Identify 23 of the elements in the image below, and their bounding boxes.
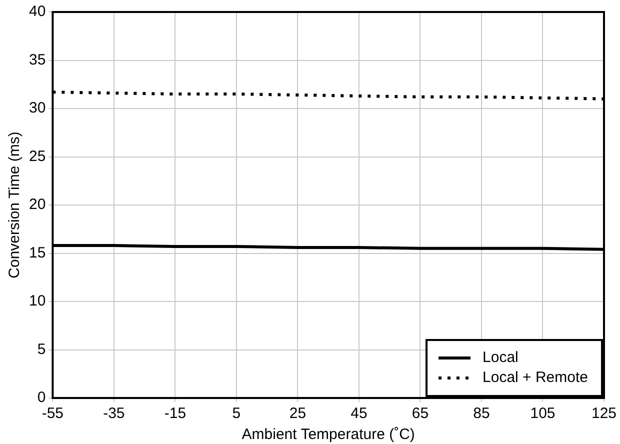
y-tick-label: 40	[28, 3, 46, 20]
x-tick-label: 5	[232, 405, 241, 422]
legend-label: Local + Remote	[482, 369, 588, 386]
x-tick-label: 65	[412, 405, 429, 422]
x-tick-label: 25	[289, 405, 306, 422]
y-tick-label: 35	[28, 51, 46, 68]
x-tick-label: 105	[530, 405, 556, 422]
y-tick-label: 15	[28, 244, 46, 262]
y-tick-label: 25	[28, 148, 46, 165]
x-tick-label: 125	[591, 405, 617, 422]
x-tick-label: 45	[350, 405, 368, 422]
x-tick-label: -15	[164, 405, 186, 422]
legend-label: Local	[482, 349, 518, 366]
y-tick-label: 20	[28, 196, 46, 214]
y-tick-label: 30	[28, 100, 46, 117]
y-tick-label: 0	[37, 389, 46, 406]
x-tick-label: 85	[473, 405, 490, 422]
x-axis-title: Ambient Temperature (˚C)	[242, 426, 415, 444]
x-tick-label: -55	[42, 405, 64, 422]
y-tick-label: 5	[37, 340, 46, 358]
y-tick-label: 10	[28, 292, 46, 310]
y-axis-title: Conversion Time (ms)	[6, 132, 24, 278]
x-tick-label: -35	[103, 405, 125, 422]
